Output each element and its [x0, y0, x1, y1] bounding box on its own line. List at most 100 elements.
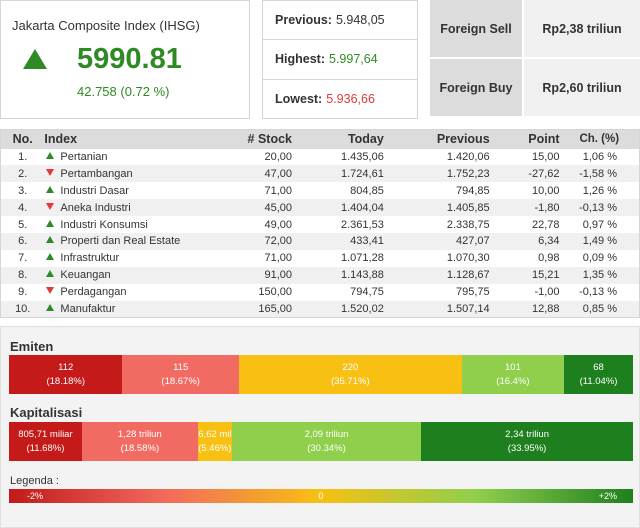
cell-index-name: Industri Konsumsi [44, 216, 215, 233]
cell-no: 10. [0, 300, 45, 318]
cell-index-name: Manufaktur [44, 300, 215, 318]
cell-change: 1,35 % [559, 266, 640, 284]
segment-value: 2,09 triliun [304, 428, 349, 440]
table-row: 1. Pertanian 20,00 1.435,06 1.420,06 15,00 1,0… [0, 148, 640, 166]
cell-stock: 20,00 [214, 148, 292, 166]
table-body: 1. Pertanian 20,00 1.435,06 1.420,06 15,00 1,0… [0, 148, 640, 318]
table-row: 6. Properti dan Real Estate 72,00 433,41 427… [0, 232, 640, 250]
table-row: 4. Aneka Industri 45,00 1.404,04 1.405,85 -1,… [0, 199, 640, 217]
cell-stock: 72,00 [214, 232, 292, 250]
index-name-text: Pertanian [60, 150, 108, 163]
segment-value: 68 [593, 361, 604, 373]
cell-today: 1.520,02 [291, 300, 384, 318]
cell-point: -1,00 [489, 283, 560, 301]
cell-previous: 1.128,67 [383, 266, 490, 284]
segment-value: 101 [505, 361, 521, 373]
segment-percent: (18.18%) [46, 375, 85, 387]
cell-previous: 1.507,14 [383, 300, 490, 318]
emiten-bar: 112 (18.18%) 115 (18.67%) 220 (35.71%) 101 (16.… [9, 355, 633, 394]
cell-change: -0,13 % [559, 283, 640, 301]
cell-no: 1. [0, 148, 45, 166]
column-header-index: Index [44, 129, 215, 149]
legend-max-label: +2% [598, 491, 617, 501]
cell-index-name: Infrastruktur [44, 249, 215, 267]
table-row: 2. Pertambangan 47,00 1.724,61 1.752,23 -27,6… [0, 165, 640, 183]
cell-no: 3. [0, 182, 45, 200]
triangle-up-icon [46, 236, 55, 244]
index-value: 5990.81 [77, 43, 182, 75]
cell-today: 2.361,53 [291, 216, 384, 233]
emiten-segment: 68 (11.04%) [564, 355, 633, 394]
cell-point: 22,78 [489, 216, 560, 233]
table-row: 7. Infrastruktur 71,00 1.071,28 1.070,30 0,98… [0, 249, 640, 267]
emiten-segment: 115 (18.67%) [122, 355, 239, 394]
segment-value: 112 [58, 361, 74, 373]
kapitalisasi-title: Kapitalisasi [10, 405, 83, 420]
cell-index-name: Keuangan [44, 266, 215, 284]
cell-change: 1,26 % [559, 182, 640, 200]
cell-stock: 165,00 [214, 300, 292, 318]
sector-index-table: No. Index # Stock Today Previous Point C… [0, 129, 640, 318]
cell-stock: 45,00 [214, 199, 292, 217]
legend-gradient-bar: -2% 0 +2% [9, 489, 633, 503]
table-row: 10. Manufaktur 165,00 1.520,02 1.507,14 12,88… [0, 300, 640, 318]
kapitalisasi-segment: 2,09 triliun (30.34%) [231, 422, 422, 461]
cell-point: -1,80 [489, 199, 560, 217]
kapitalisasi-segment: 1,28 triliun (18.58%) [81, 422, 198, 461]
segment-value: 115 [173, 361, 189, 373]
emiten-segment: 112 (18.18%) [9, 355, 123, 394]
stat-label: Previous: [275, 13, 332, 28]
index-name-text: Infrastruktur [60, 252, 120, 265]
column-header-previous: Previous [383, 129, 490, 149]
cell-previous: 795,75 [383, 283, 490, 301]
triangle-down-icon [46, 168, 55, 176]
cell-stock: 47,00 [214, 165, 292, 183]
segment-percent: (11.04%) [579, 375, 618, 387]
cell-no: 5. [0, 216, 45, 233]
kapitalisasi-segment: 805,71 miliar (11.68%) [9, 422, 82, 461]
cell-index-name: Properti dan Real Estate [44, 232, 215, 250]
column-header-no: No. [0, 129, 45, 149]
column-header-change: Ch. (%) [559, 129, 640, 149]
cell-change: 0,97 % [559, 216, 640, 233]
index-name-text: Pertambangan [60, 167, 133, 180]
index-name-text: Aneka Industri [60, 201, 131, 214]
kapitalisasi-segment: 2,34 triliun (33.95%) [421, 422, 633, 461]
legend-mid-label: 0 [318, 491, 324, 501]
segment-value: 2,34 triliun [505, 428, 549, 440]
foreign-sell-label: Foreign Sell [430, 0, 522, 57]
foreign-buy-value: Rp2,60 triliun [522, 59, 640, 116]
segment-percent: (30.34%) [307, 442, 346, 454]
foreign-sell-value: Rp2,38 triliun [522, 0, 640, 57]
column-header-stock: # Stock [214, 129, 292, 149]
table-row: 8. Keuangan 91,00 1.143,88 1.128,67 15,21 1,35… [0, 266, 640, 284]
index-stats-card: Previous: 5.948,05 Highest: 5.997,64 Low… [262, 0, 418, 119]
segment-percent: (35.71%) [331, 375, 370, 387]
foreign-sell-row: Foreign Sell Rp2,38 triliun [430, 0, 640, 59]
foreign-buy-row: Foreign Buy Rp2,60 triliun [430, 59, 640, 118]
column-header-point: Point [489, 129, 560, 149]
cell-previous: 427,07 [383, 232, 490, 250]
kapitalisasi-segment: 376,62 miliar (5.46%) [197, 422, 232, 461]
table-row: 9. Perdagangan 150,00 794,75 795,75 -1,00 -0,1… [0, 283, 640, 301]
cell-previous: 1.405,85 [383, 199, 490, 217]
up-arrow-icon [23, 49, 47, 69]
cell-point: 0,98 [489, 249, 560, 267]
segment-percent: (5.46%) [198, 442, 232, 454]
cell-no: 8. [0, 266, 45, 284]
cell-stock: 71,00 [214, 182, 292, 200]
cell-previous: 2.338,75 [383, 216, 490, 233]
index-name-text: Keuangan [60, 269, 111, 282]
cell-point: 10,00 [489, 182, 560, 200]
segment-value: 805,71 miliar [18, 428, 73, 440]
triangle-down-icon [46, 202, 55, 210]
stat-value: 5.997,64 [329, 52, 378, 67]
cell-previous: 1.420,06 [383, 148, 490, 166]
stat-value: 5.936,66 [326, 92, 375, 107]
cell-today: 1.435,06 [291, 148, 384, 166]
cell-change: 0,85 % [559, 300, 640, 318]
cell-today: 804,85 [291, 182, 384, 200]
cell-previous: 1.070,30 [383, 249, 490, 267]
emiten-segment: 101 (16.4%) [461, 355, 565, 394]
foreign-buy-label: Foreign Buy [430, 59, 522, 116]
